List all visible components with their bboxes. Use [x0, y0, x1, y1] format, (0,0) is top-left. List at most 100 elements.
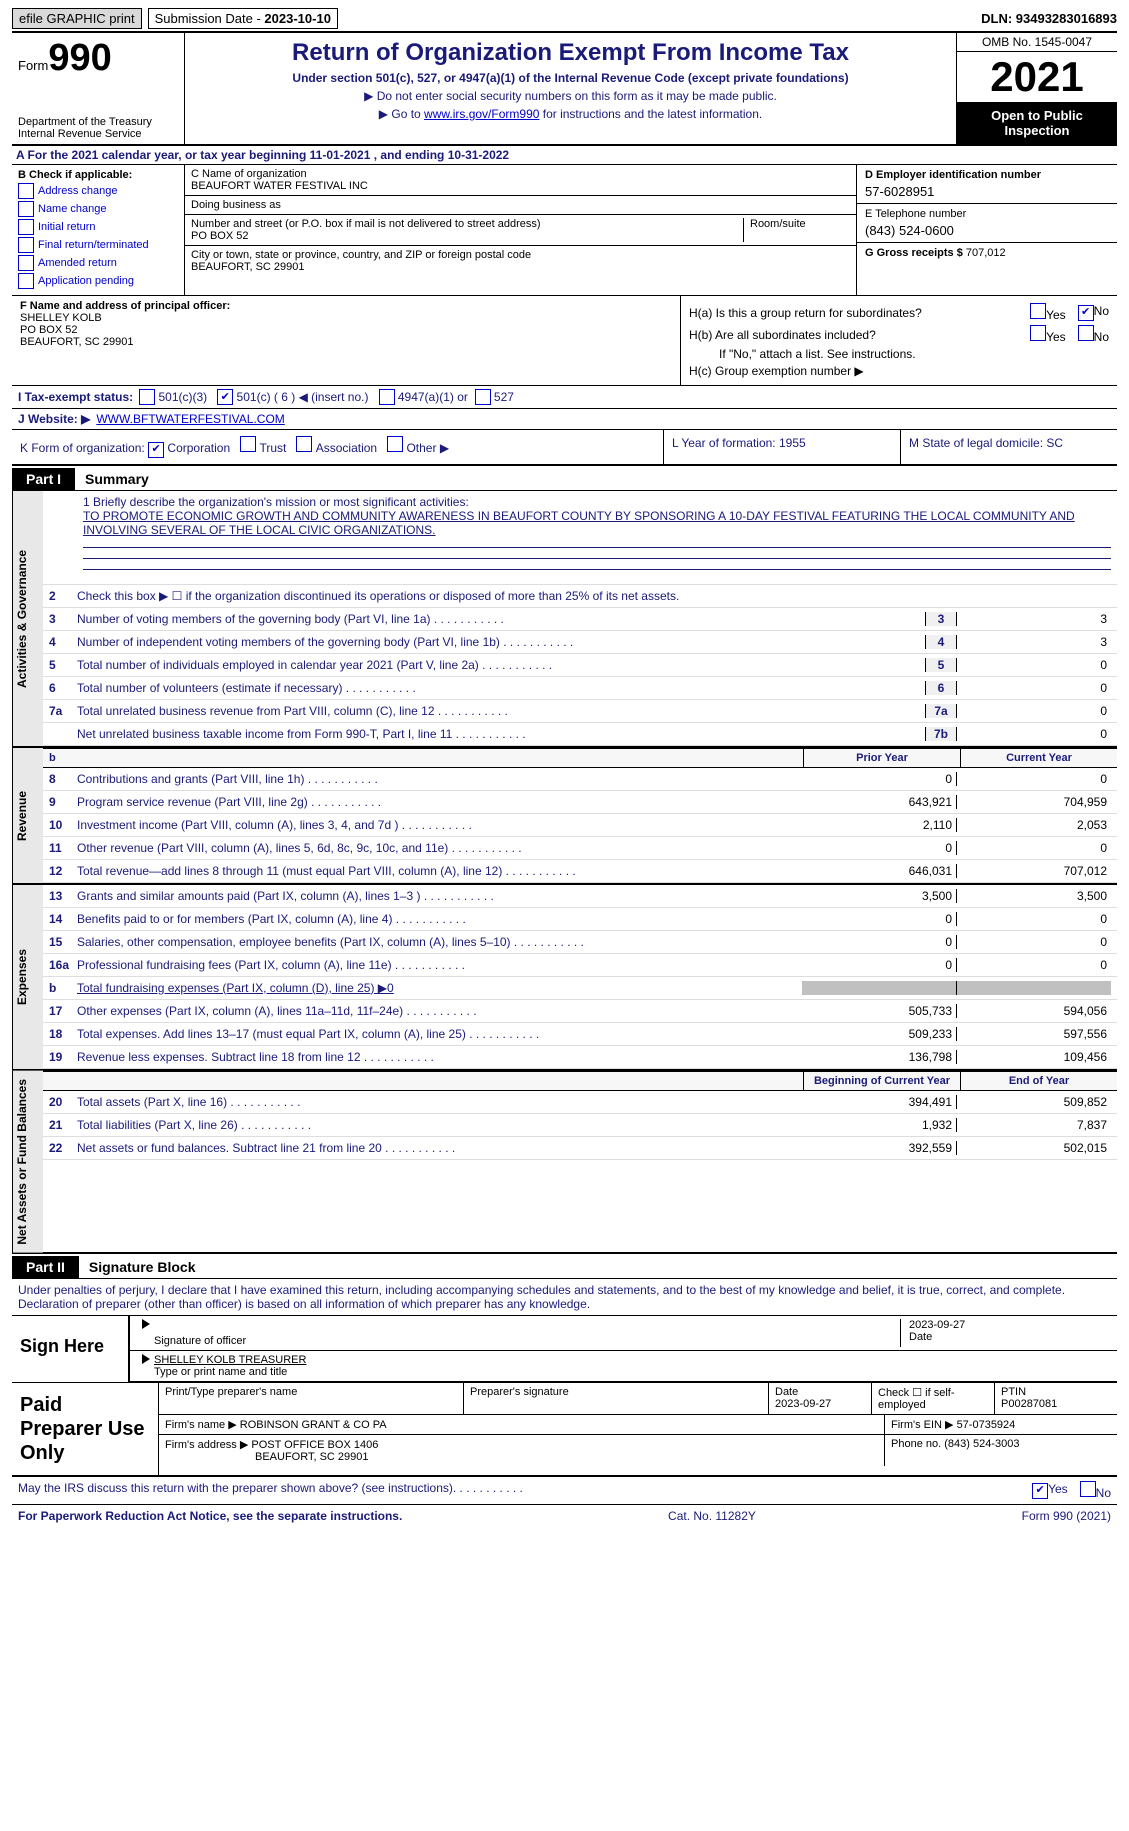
- part2-header: Part II Signature Block: [12, 1256, 1117, 1279]
- line-13: 13Grants and similar amounts paid (Part …: [43, 885, 1117, 908]
- arrow-icon: [142, 1354, 150, 1364]
- ck-label: Amended return: [38, 257, 117, 269]
- line-2: 2Check this box ▶ ☐ if the organization …: [43, 585, 1117, 608]
- website-link[interactable]: WWW.BFTWATERFESTIVAL.COM: [96, 412, 284, 426]
- addr-label: Number and street (or P.O. box if mail i…: [191, 218, 737, 230]
- mission-lead: 1 Briefly describe the organization's mi…: [83, 495, 1111, 509]
- officer-city: BEAUFORT, SC 29901: [20, 336, 672, 348]
- dba-label: Doing business as: [191, 199, 850, 211]
- may-irs-no[interactable]: [1080, 1481, 1096, 1497]
- ck-trust[interactable]: [240, 436, 256, 452]
- dln: DLN: 93493283016893: [981, 11, 1117, 26]
- opt-trust: Trust: [259, 441, 286, 455]
- col-hdr-na: Beginning of Current Year End of Year: [43, 1071, 1117, 1091]
- sign-here-label: Sign Here: [12, 1316, 128, 1382]
- subdate: 2023-10-10: [264, 11, 331, 26]
- ha-label: H(a) Is this a group return for subordin…: [689, 306, 922, 320]
- opt-501c3: 501(c)(3): [159, 390, 208, 404]
- hb-yes[interactable]: [1030, 325, 1046, 341]
- line-20: 20Total assets (Part X, line 16)394,4915…: [43, 1091, 1117, 1114]
- addr: PO BOX 52: [191, 230, 737, 242]
- officer-addr: PO BOX 52: [20, 324, 672, 336]
- hdr-beg-year: Beginning of Current Year: [803, 1072, 961, 1090]
- irs-link[interactable]: www.irs.gov/Form990: [424, 107, 539, 121]
- may-irs-yes[interactable]: [1032, 1483, 1048, 1499]
- line-12: 12Total revenue—add lines 8 through 11 (…: [43, 860, 1117, 883]
- irs: Internal Revenue Service: [18, 128, 178, 140]
- yes-label: Yes: [1048, 1482, 1068, 1496]
- tax-year: 2021: [957, 52, 1117, 102]
- subdate-box: Submission Date - 2023-10-10: [148, 8, 338, 29]
- ck-501c[interactable]: [217, 389, 233, 405]
- hb-note: If "No," attach a list. See instructions…: [689, 347, 1109, 361]
- paid-preparer-label: Paid Preparer Use Only: [12, 1383, 158, 1475]
- b-label: B Check if applicable:: [18, 169, 178, 181]
- efile-box: efile GRAPHIC print: [12, 8, 142, 29]
- officer-name: SHELLEY KOLB: [20, 312, 672, 324]
- city-label: City or town, state or province, country…: [191, 249, 850, 261]
- goto-pre: ▶ Go to: [379, 107, 424, 121]
- ptin: P00287081: [1001, 1398, 1111, 1410]
- may-irs-text: May the IRS discuss this return with the…: [18, 1481, 453, 1500]
- tel-label: E Telephone number: [865, 208, 1109, 220]
- line-3: 3Number of voting members of the governi…: [43, 608, 1117, 631]
- ptin-label: PTIN: [1001, 1386, 1111, 1398]
- hb-no[interactable]: [1078, 325, 1094, 341]
- l-label: L Year of formation:: [672, 436, 779, 450]
- prep-selfemp: Check ☐ if self-employed: [872, 1383, 995, 1414]
- ck-other[interactable]: [387, 436, 403, 452]
- hb-label: H(b) Are all subordinates included?: [689, 328, 876, 342]
- omb-no: OMB No. 1545-0047: [957, 33, 1117, 52]
- line-10: 10Investment income (Part VIII, column (…: [43, 814, 1117, 837]
- hdr-prior-year: Prior Year: [803, 749, 961, 767]
- vtab-expenses: Expenses: [12, 885, 43, 1069]
- vtab-net-assets: Net Assets or Fund Balances: [12, 1071, 43, 1253]
- ck-label: Final return/terminated: [38, 239, 149, 251]
- section-bcde: B Check if applicable: Address change Na…: [12, 165, 1117, 296]
- ha-yes[interactable]: [1030, 303, 1046, 319]
- ck-address-change[interactable]: Address change: [18, 183, 178, 199]
- yes-label: Yes: [1046, 330, 1066, 344]
- ha-no[interactable]: [1078, 305, 1094, 321]
- ck-app-pending[interactable]: Application pending: [18, 273, 178, 289]
- ck-name-change[interactable]: Name change: [18, 201, 178, 217]
- no-label: No: [1094, 330, 1109, 344]
- line-22: 22Net assets or fund balances. Subtract …: [43, 1137, 1117, 1160]
- form-number: 990: [48, 37, 111, 79]
- ck-initial-return[interactable]: Initial return: [18, 219, 178, 235]
- line-6: 6Total number of volunteers (estimate if…: [43, 677, 1117, 700]
- line-i: I Tax-exempt status: 501(c)(3) 501(c) ( …: [12, 386, 1117, 409]
- opt-assoc: Association: [316, 441, 377, 455]
- prep-date: 2023-09-27: [775, 1398, 865, 1410]
- ck-527[interactable]: [475, 389, 491, 405]
- col-hdr-revenue: b Prior Year Current Year: [43, 748, 1117, 768]
- ck-final-return[interactable]: Final return/terminated: [18, 237, 178, 253]
- f-label: F Name and address of principal officer:: [20, 300, 672, 312]
- hdr-end-year: End of Year: [961, 1072, 1117, 1090]
- ck-corp[interactable]: [148, 442, 164, 458]
- j-label: J Website: ▶: [18, 412, 90, 426]
- line-b: bTotal fundraising expenses (Part IX, co…: [43, 977, 1117, 1000]
- ck-4947[interactable]: [379, 389, 395, 405]
- footer: For Paperwork Reduction Act Notice, see …: [12, 1505, 1117, 1527]
- ck-amended-return[interactable]: Amended return: [18, 255, 178, 271]
- part2-pill: Part II: [12, 1256, 79, 1278]
- line-5: 5Total number of individuals employed in…: [43, 654, 1117, 677]
- line-11: 11Other revenue (Part VIII, column (A), …: [43, 837, 1117, 860]
- firm-ein: 57-0735924: [957, 1419, 1016, 1431]
- ck-assoc[interactable]: [296, 436, 312, 452]
- opt-501c: 501(c) ( 6 ) ◀ (insert no.): [237, 390, 369, 404]
- arrow-icon: [142, 1319, 150, 1329]
- ck-501c3[interactable]: [139, 389, 155, 405]
- return-title: Return of Organization Exempt From Incom…: [195, 39, 946, 67]
- yes-label: Yes: [1046, 308, 1066, 322]
- vtab-activities: Activities & Governance: [12, 491, 43, 746]
- officer-name-title: SHELLEY KOLB TREASURER: [154, 1354, 1109, 1366]
- header: Form990 Department of the Treasury Inter…: [12, 31, 1117, 146]
- state-domicile: SC: [1046, 436, 1063, 450]
- instr-no-ssn: ▶ Do not enter social security numbers o…: [195, 89, 946, 103]
- form-prefix: Form: [18, 58, 48, 73]
- line-21: 21Total liabilities (Part X, line 26)1,9…: [43, 1114, 1117, 1137]
- line-7b: Net unrelated business taxable income fr…: [43, 723, 1117, 746]
- opt-other: Other ▶: [406, 441, 449, 455]
